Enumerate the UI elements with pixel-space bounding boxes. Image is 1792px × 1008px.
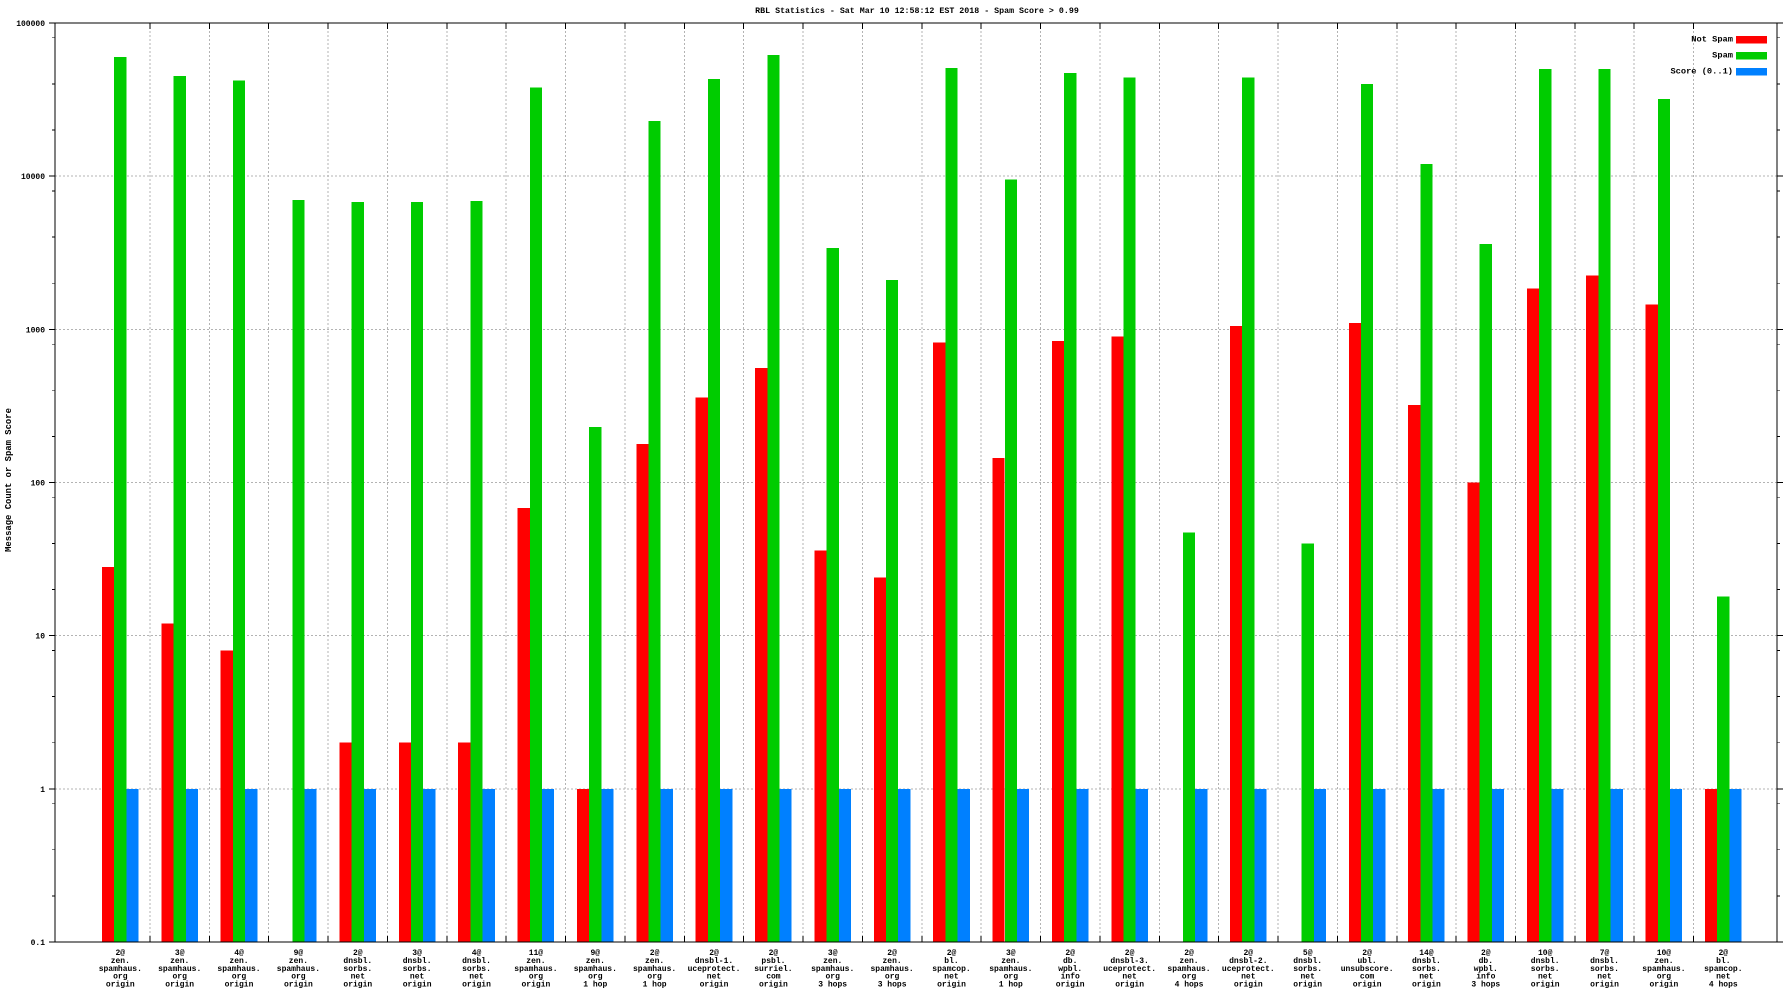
svg-text:origin: origin [106,981,135,990]
svg-text:origin: origin [1412,981,1441,990]
svg-text:origin: origin [1056,981,1085,990]
svg-text:Score (0..1): Score (0..1) [1670,67,1733,77]
svg-text:3 hops: 3 hops [818,981,847,990]
svg-text:RBL Statistics - Sat Mar 10 12: RBL Statistics - Sat Mar 10 12:58:12 EST… [755,6,1079,16]
svg-text:1 hop: 1 hop [999,981,1023,990]
svg-text:origin: origin [1353,981,1382,990]
svg-text:origin: origin [521,981,550,990]
svg-text:1 hop: 1 hop [643,981,667,990]
svg-text:3 hops: 3 hops [878,981,907,990]
svg-text:4 hops: 4 hops [1709,981,1738,990]
svg-text:origin: origin [1293,981,1322,990]
svg-text:origin: origin [284,981,313,990]
svg-text:1: 1 [40,786,45,795]
svg-text:0.1: 0.1 [31,939,46,948]
svg-text:10: 10 [35,633,45,642]
svg-text:Spam: Spam [1712,51,1733,61]
svg-text:1 hop: 1 hop [583,981,607,990]
svg-text:origin: origin [1590,981,1619,990]
svg-text:origin: origin [1531,981,1560,990]
svg-text:origin: origin [1649,981,1678,990]
svg-text:origin: origin [1115,981,1144,990]
svg-text:Not Spam: Not Spam [1691,35,1733,45]
svg-text:origin: origin [700,981,729,990]
svg-text:origin: origin [225,981,254,990]
svg-text:4 hops: 4 hops [1175,981,1204,990]
svg-text:origin: origin [937,981,966,990]
svg-text:100: 100 [31,480,46,489]
svg-text:Message Count or Spam Score: Message Count or Spam Score [4,408,14,552]
svg-text:origin: origin [759,981,788,990]
svg-text:origin: origin [462,981,491,990]
svg-text:origin: origin [403,981,432,990]
svg-text:origin: origin [343,981,372,990]
svg-text:100000: 100000 [16,20,45,29]
svg-text:10000: 10000 [21,173,45,182]
svg-text:1000: 1000 [26,326,45,335]
svg-text:3 hops: 3 hops [1471,981,1500,990]
svg-text:origin: origin [1234,981,1263,990]
svg-text:origin: origin [165,981,194,990]
